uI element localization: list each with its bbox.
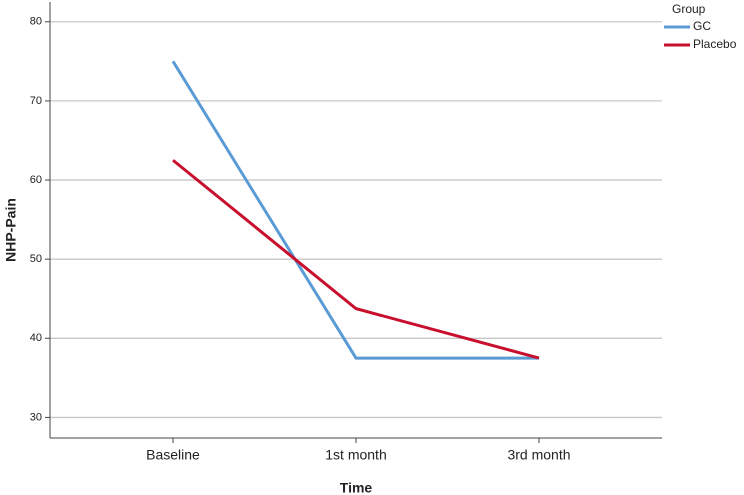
- legend-title: Group: [672, 2, 706, 16]
- y-tick-label: 30: [30, 411, 42, 423]
- x-tick-label: 1st month: [325, 447, 386, 463]
- x-tick-label: Baseline: [146, 447, 200, 463]
- y-axis-title: NHP-Pain: [3, 198, 19, 262]
- y-tick-label: 70: [30, 95, 42, 107]
- y-tick-label: 80: [30, 16, 42, 28]
- series-line: [172, 159, 540, 360]
- series-line: [171, 60, 539, 360]
- x-axis-title: Time: [340, 480, 373, 495]
- y-tick-label: 60: [30, 174, 42, 186]
- legend-label: Placebo: [693, 37, 737, 51]
- y-tick-label: 50: [30, 253, 42, 265]
- legend-label: GC: [693, 19, 711, 33]
- x-tick-label: 3rd month: [507, 447, 570, 463]
- y-tick-label: 40: [30, 332, 42, 344]
